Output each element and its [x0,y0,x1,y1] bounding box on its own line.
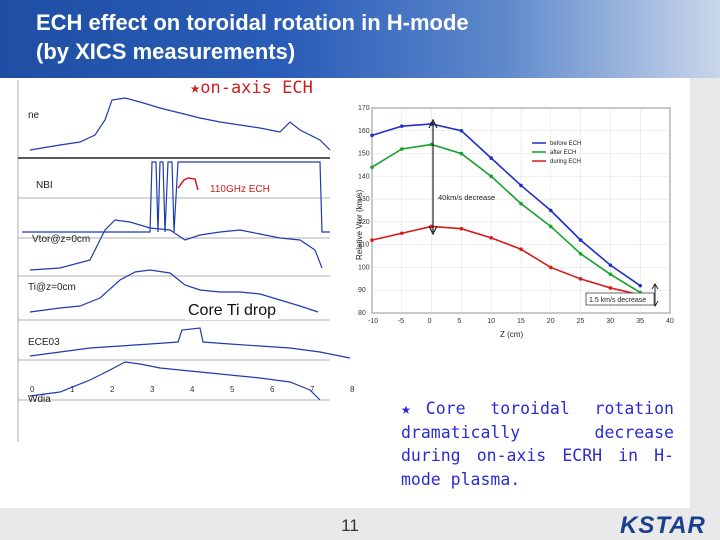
series-point-0 [400,124,404,129]
series-point-2 [608,286,613,290]
y-tick-label: 140 [358,173,370,180]
time-tick-1: 1 [70,385,75,394]
kstar-logo: KSTAR [620,512,706,539]
time-tick-6: 6 [270,385,275,394]
series-point-1 [370,165,374,170]
trace-label-ece03: ECE03 [28,337,60,348]
y-tick-label: 80 [358,310,366,317]
y-tick-label: 90 [358,287,366,294]
x-tick-label: 10 [487,318,495,325]
series-point-0 [638,283,642,288]
title-line-2: (by XICS measurements) [36,39,296,64]
y-tick-label: 100 [358,264,370,271]
time-tick-0: 0 [30,385,35,394]
y-tick-label: 170 [358,105,370,112]
series-point-0 [459,128,464,133]
time-tick-8: 8 [350,385,355,394]
trace-label-vtor: Vtor@z=0cm [32,234,90,245]
trace-label-wdia: Wdia [28,394,51,405]
time-tick-3: 3 [150,385,155,394]
x-tick-label: 25 [577,318,585,325]
legend-after: after ECH [550,150,576,156]
title-bar: ECH effect on toroidal rotation in H-mod… [0,0,720,78]
series-line-0 [371,123,641,287]
series-line-2 [371,225,641,296]
time-tick-2: 2 [110,385,115,394]
annotation-box [585,292,655,306]
series-point-2 [549,265,553,270]
series-point-0 [519,183,523,188]
y-tick-label: 160 [358,128,370,135]
legend-before: before ECH [550,141,581,147]
y-tick-label: 120 [358,219,370,226]
time-tick-7: 7 [310,385,315,394]
series-point-2 [459,226,464,231]
x-tick-label: -10 [368,318,378,325]
y-tick-label: 150 [358,151,370,158]
time-tick-5: 5 [230,385,235,394]
on-axis-ech-annotation: ★on-axis ECH [190,78,313,98]
series-point-2 [400,231,404,236]
right-decor-band [690,78,720,508]
page-number: 11 [341,516,359,535]
rotation-profile-chart: -10 -5 0 5 10 15 20 25 30 35 40 80 90 100 110 120 130 14… [350,100,685,340]
series-point-1 [549,224,553,229]
series-point-0 [549,208,553,213]
y-axis-label: Relative Vtor (km/s) [355,189,364,260]
time-tick-4: 4 [190,385,195,394]
time-traces-panel: ne NBI 110GHz ECH Vtor@z=0cm Ti@z=0cm EC… [0,80,365,450]
y-tick-label: 110 [358,242,369,249]
series-point-0 [370,133,374,138]
series-point-2 [370,238,374,242]
y-ticks: 80 90 100 110 120 130 140 150 160 170 [358,105,370,317]
slide-title: ECH effect on toroidal rotation in H-mod… [36,8,469,66]
legend: before ECH after ECH during ECH [532,141,581,165]
footer-band [0,508,720,540]
series-line-1 [371,143,641,294]
title-line-1: ECH effect on toroidal rotation in H-mod… [36,10,469,35]
series-point-1 [400,147,404,151]
x-tick-label: 30 [606,318,614,325]
x-tick-label: 20 [547,318,555,325]
decrease-arrow [428,118,438,236]
series-point-2 [519,247,523,252]
series-point-0 [608,263,613,267]
x-tick-label: -5 [398,318,404,325]
series-point-0 [489,156,493,160]
legend-during: during ECH [550,159,581,165]
trace-label-ech: 110GHz ECH [210,184,270,195]
x-tick-label: 0 [428,318,432,325]
x-tick-label: 40 [666,318,674,325]
x-axis-label: Z (cm) [500,330,523,339]
series-point-1 [519,201,523,206]
x-tick-label: 15 [517,318,525,325]
series-point-1 [489,174,493,179]
y-tick-label: 130 [358,196,370,203]
series-point-0 [578,238,583,242]
series-point-1 [608,272,613,277]
annotation-40kms: 40km/s decrease [438,193,495,202]
series-point-2 [489,236,493,240]
x-tick-label: 35 [636,318,644,325]
x-tick-label: 5 [457,318,461,325]
core-ti-drop-label: Core Ti drop [185,302,280,320]
conclusion-note: ★Core toroidal rotation dramatically dec… [401,399,674,489]
series-point-1 [578,251,583,256]
series-point-2 [578,277,583,281]
trace-label-ti: Ti@z=0cm [28,282,76,293]
x-ticks: -10 -5 0 5 10 15 20 25 30 35 40 [368,318,674,325]
series-point-1 [459,151,464,156]
annotation-1p5kms: 1.5 km/s decrease [589,297,646,304]
trace-label-nbi: NBI [36,180,53,191]
trace-label-ne: ne [28,110,40,121]
